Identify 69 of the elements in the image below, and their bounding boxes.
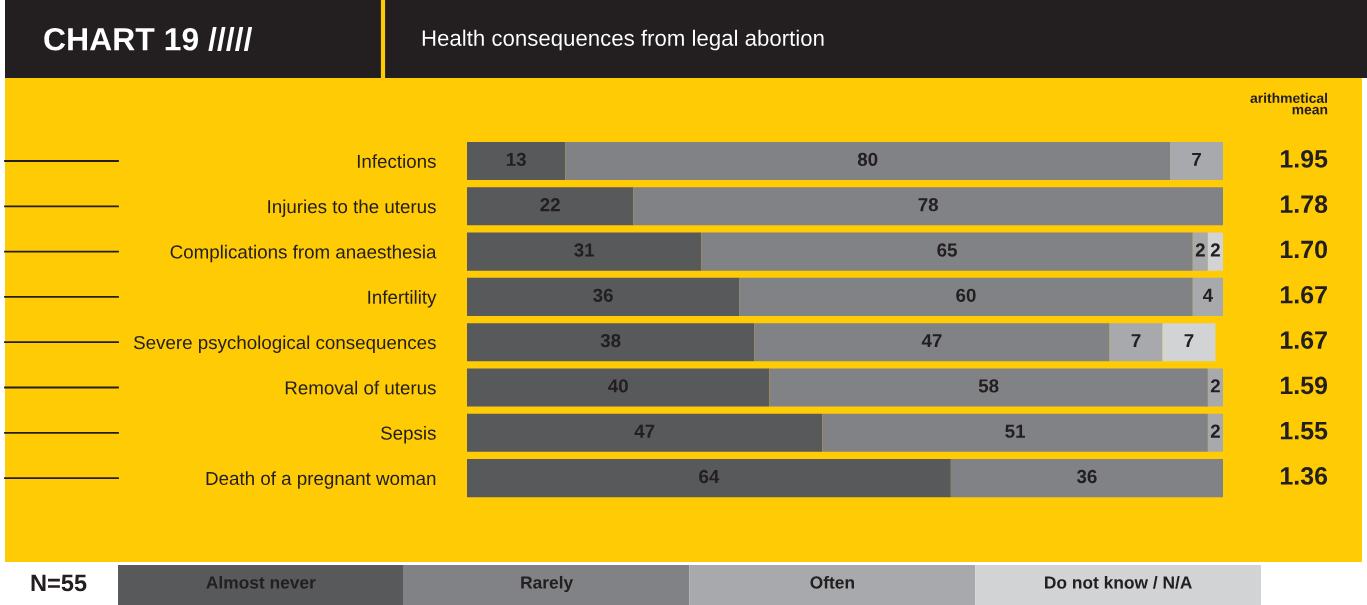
- data-label: 7: [1184, 334, 1194, 348]
- text: 1.67: [1280, 285, 1327, 304]
- data-label: 2: [1210, 379, 1220, 393]
- data-label: 58: [978, 379, 999, 393]
- y-tick-label: Infections: [357, 154, 436, 168]
- data-label: 2: [1210, 424, 1220, 438]
- bar: [822, 413, 1208, 452]
- bar: [467, 187, 634, 226]
- bar: [467, 277, 740, 316]
- text: 1.59: [1280, 376, 1328, 395]
- data-label: 51: [1005, 424, 1026, 438]
- bar: [754, 323, 1110, 362]
- data-label: 7: [1131, 334, 1141, 348]
- data-label: 40: [608, 379, 628, 393]
- y-tick-label: Complications from anaesthesia: [170, 244, 437, 263]
- text: N=55: [31, 574, 87, 592]
- text: Rarely: [521, 575, 574, 593]
- text: 1.78: [1280, 195, 1328, 214]
- data-label: 4: [1202, 288, 1213, 302]
- bar: [950, 459, 1223, 498]
- y-tick-label: Removal of uterus: [285, 380, 436, 395]
- data-label: 64: [699, 469, 720, 484]
- text: 1.36: [1280, 467, 1328, 485]
- data-label: 80: [857, 152, 878, 167]
- data-label: 60: [956, 288, 976, 302]
- bar: [1170, 141, 1223, 181]
- data-label: 47: [921, 334, 942, 348]
- y-tick-label: Infertility: [368, 290, 437, 308]
- bar: [467, 459, 951, 498]
- y-tick-label: Sepsis: [381, 426, 436, 444]
- text: arithmetical mean: [1250, 92, 1328, 115]
- chart-subtitle: Health consequences from legal abortion: [422, 29, 824, 51]
- data-label: 38: [600, 333, 621, 348]
- bar: [1109, 323, 1163, 362]
- data-label: 22: [540, 198, 560, 212]
- bar: [701, 232, 1193, 271]
- data-label: 2: [1195, 243, 1205, 257]
- data-label: 36: [593, 288, 613, 302]
- text: Almost never: [206, 575, 316, 589]
- data-label: 7: [1192, 152, 1201, 166]
- bar: [467, 323, 755, 362]
- text: Often: [810, 575, 854, 589]
- bar: [1162, 323, 1216, 362]
- text: CHART 19 /////: [44, 27, 253, 51]
- bar: [633, 187, 1223, 226]
- data-label: 65: [937, 243, 957, 257]
- data-label: 78: [918, 198, 939, 212]
- text: 1.70: [1280, 240, 1327, 259]
- bar: [1207, 368, 1223, 407]
- bar: [467, 413, 823, 452]
- data-label: 36: [1076, 469, 1097, 484]
- text: 1.55: [1280, 422, 1328, 440]
- bar: [467, 368, 770, 407]
- y-tick-label: Severe psychological consequences: [134, 335, 436, 353]
- bar: [1192, 277, 1223, 316]
- text: 1.67: [1280, 331, 1327, 349]
- text: Do not know / N/A: [1045, 575, 1192, 589]
- bar: [467, 232, 702, 271]
- data-label: 47: [634, 424, 655, 438]
- data-label: 13: [506, 152, 526, 167]
- bar: [739, 277, 1193, 316]
- data-label: 2: [1210, 243, 1220, 257]
- bar: [467, 141, 566, 181]
- text: 1.95: [1280, 150, 1328, 168]
- y-tick-label: Death of a pregnant woman: [206, 471, 436, 489]
- bar: [769, 368, 1208, 407]
- data-label: 31: [574, 243, 595, 257]
- bar: [565, 141, 1171, 181]
- y-tick-label: Injuries to the uterus: [268, 199, 436, 217]
